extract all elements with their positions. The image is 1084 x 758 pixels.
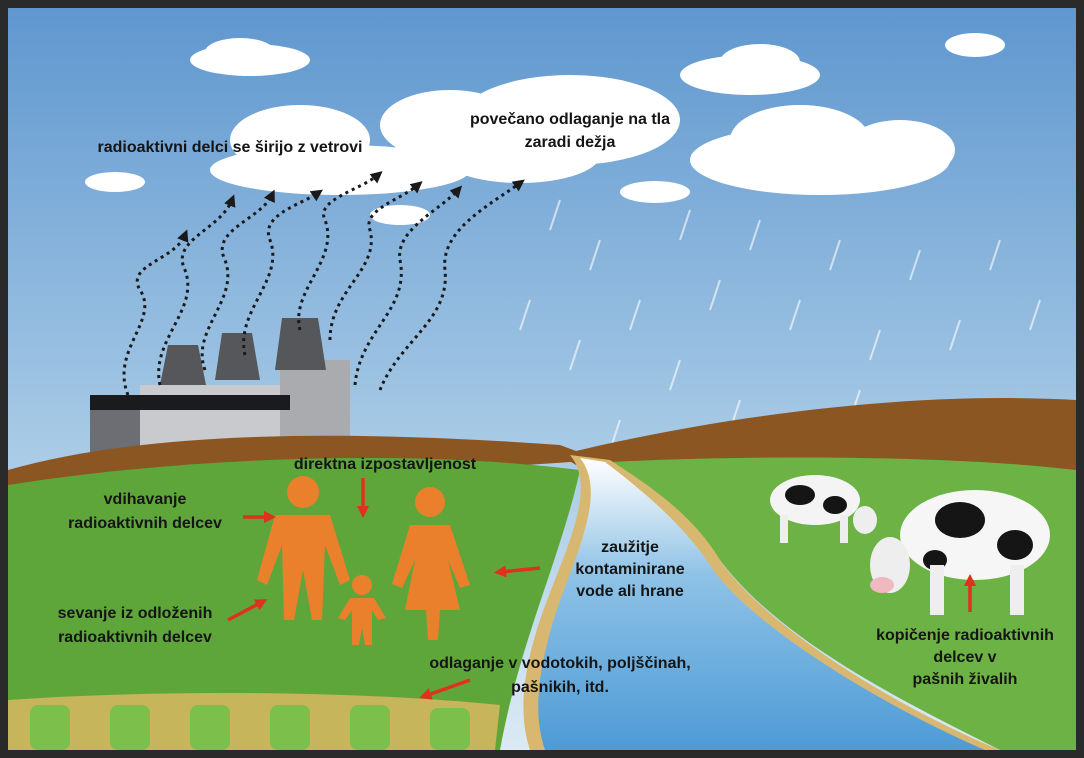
label-line: pašnikih, itd. [511,679,609,696]
label-line: sevanje iz odloženih [58,605,213,622]
landscape [8,398,1076,750]
label-line: kopičenje radioaktivnih [876,627,1054,644]
label-line: vode ali hrane [576,583,684,600]
label-line: radioaktivnih delcev [58,629,212,646]
label-line: radioaktivnih delcev [68,515,222,532]
label-line: pašnih živalih [913,671,1018,688]
label-line: direktna izpostavljenost [294,456,477,473]
label-line: zaradi dežja [525,134,616,151]
label-line: zaužitje [601,539,659,556]
label-line: vdihavanje [104,491,187,508]
label-line: kontaminirane [575,561,684,578]
label-line: delcev v [933,649,996,666]
label-line: povečano odlaganje na tla [470,111,670,128]
label-line: radioaktivni delci se širijo z vetrovi [98,139,363,156]
diagram: radioaktivni delci se širijo z vetrovi po… [0,0,1084,758]
label-line: odlaganje v vodotokih, poljščinah, [429,655,690,672]
